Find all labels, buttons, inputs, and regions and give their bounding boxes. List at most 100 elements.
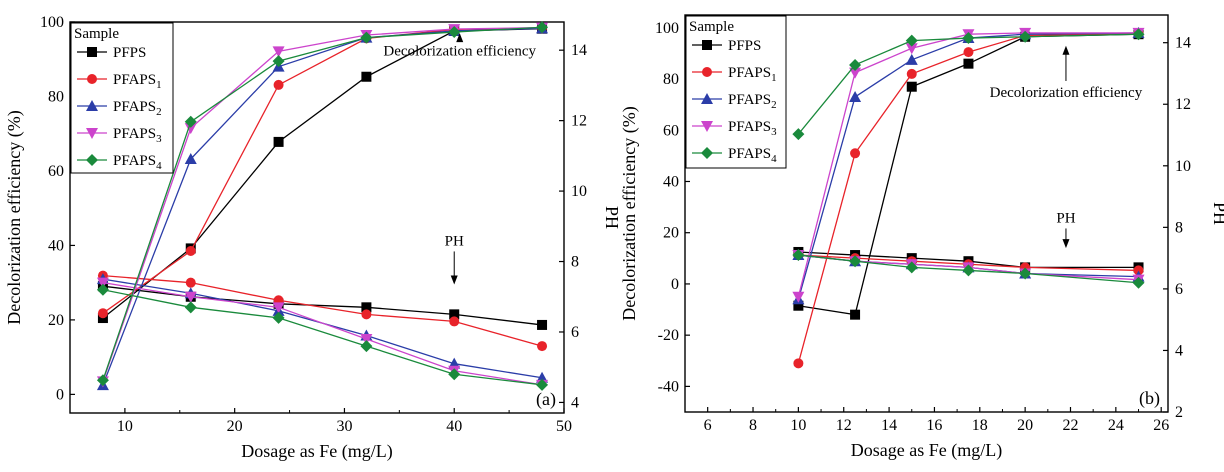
ph-point bbox=[360, 340, 373, 353]
legend-title: Sample bbox=[74, 26, 119, 42]
legend-swatch-marker bbox=[87, 74, 97, 84]
legend-series-name: PFAPS bbox=[113, 72, 156, 88]
y2-tick-label: 10 bbox=[571, 183, 587, 200]
legend-label: PFAPS2 bbox=[728, 92, 777, 111]
ph-point bbox=[1132, 276, 1145, 289]
legend-series-subscript: 1 bbox=[156, 79, 162, 91]
ph-point bbox=[449, 309, 460, 320]
legend-item: PFAPS2 bbox=[77, 99, 162, 118]
ph-point bbox=[962, 264, 975, 277]
legend-series-subscript: 3 bbox=[771, 126, 777, 138]
efficiency-line bbox=[797, 32, 1139, 300]
efficiency-point bbox=[906, 81, 917, 92]
x-tick-label: 24 bbox=[1108, 417, 1124, 434]
efficiency-point bbox=[272, 55, 285, 68]
ph-point bbox=[1019, 267, 1032, 280]
legend-label: PFAPS4 bbox=[113, 153, 162, 172]
y2-tick-label: 8 bbox=[1175, 219, 1183, 236]
legend-item: PFAPS3 bbox=[692, 119, 777, 138]
y2-axis-title: PH bbox=[602, 206, 622, 229]
legend-item: PFPS bbox=[77, 45, 146, 61]
ph-line bbox=[798, 254, 1139, 284]
y2-tick-label: 12 bbox=[1175, 96, 1191, 113]
efficiency-point bbox=[792, 128, 805, 141]
legend-series-name: PFPS bbox=[728, 38, 761, 54]
y-tick-label: 0 bbox=[671, 276, 679, 293]
legend-label: PFAPS3 bbox=[113, 126, 162, 145]
y2-tick-label: 14 bbox=[1175, 35, 1191, 52]
annotation-text: PH bbox=[1056, 210, 1075, 226]
annotation-arrow-head bbox=[450, 275, 458, 285]
legend-label: PFAPS3 bbox=[728, 119, 777, 138]
legend-series-name: PFPS bbox=[113, 45, 146, 61]
legend-label: PFPS bbox=[728, 38, 761, 54]
ph-point bbox=[185, 277, 196, 288]
y-tick-label: 0 bbox=[56, 386, 64, 403]
y2-tick-label: 6 bbox=[571, 324, 579, 341]
ph-point bbox=[184, 291, 197, 303]
efficiency-point bbox=[849, 90, 862, 102]
x-tick-label: 6 bbox=[704, 417, 712, 434]
x-tick-label: 14 bbox=[881, 417, 897, 434]
annotation: PH bbox=[445, 233, 464, 285]
annotation-arrow-head bbox=[456, 33, 464, 43]
legend-item: PFAPS1 bbox=[692, 65, 777, 84]
annotation-arrow-head bbox=[1062, 45, 1070, 55]
legend-series-subscript: 2 bbox=[156, 106, 162, 118]
legend-swatch-marker bbox=[86, 128, 98, 139]
legend-swatch-marker bbox=[87, 47, 97, 57]
series-pfaps1 bbox=[793, 28, 1144, 369]
ph-point bbox=[448, 368, 461, 381]
ph-point bbox=[792, 249, 805, 262]
y-tick-label: 60 bbox=[663, 122, 679, 139]
ph-point bbox=[449, 316, 460, 327]
ph-point bbox=[361, 302, 372, 313]
efficiency-line bbox=[797, 32, 1139, 364]
efficiency-point bbox=[1132, 28, 1145, 41]
efficiency-line bbox=[797, 33, 1139, 135]
annotation: PH bbox=[1056, 210, 1076, 249]
efficiency-point bbox=[905, 43, 918, 55]
x-tick-label: 20 bbox=[227, 418, 243, 435]
y-tick-label: -40 bbox=[658, 378, 679, 395]
x-axis-title: Dosage as Fe (mg/L) bbox=[851, 440, 1002, 461]
legend-swatch-marker bbox=[702, 67, 712, 77]
efficiency-point bbox=[849, 67, 862, 79]
efficiency-point bbox=[906, 68, 917, 79]
efficiency-point bbox=[793, 300, 804, 311]
legend-item: PFAPS4 bbox=[692, 146, 777, 165]
y-tick-label: 100 bbox=[655, 20, 679, 37]
efficiency-point bbox=[97, 308, 108, 319]
ph-point bbox=[1133, 265, 1144, 276]
y2-tick-label: 12 bbox=[571, 113, 587, 130]
efficiency-point bbox=[850, 309, 861, 320]
y-axis-title: Decolorization efficiency (%) bbox=[619, 106, 640, 321]
efficiency-point bbox=[792, 291, 805, 303]
efficiency-point bbox=[536, 21, 549, 34]
legend-series-subscript: 4 bbox=[156, 160, 162, 172]
ph-point bbox=[361, 309, 372, 320]
legend-series-name: PFAPS bbox=[728, 92, 771, 108]
x-tick-label: 40 bbox=[446, 418, 462, 435]
panel-label: (b) bbox=[1139, 388, 1160, 409]
ph-point bbox=[96, 277, 109, 289]
y-tick-label: -20 bbox=[658, 327, 679, 344]
y2-tick-label: 6 bbox=[1175, 281, 1183, 298]
legend-title: Sample bbox=[689, 19, 734, 35]
legend-swatch-marker bbox=[702, 40, 712, 50]
ph-point bbox=[905, 261, 918, 274]
efficiency-point bbox=[272, 46, 285, 58]
y2-tick-label: 10 bbox=[1175, 158, 1191, 175]
ph-line bbox=[798, 254, 1139, 272]
legend-item: PFAPS3 bbox=[77, 126, 162, 145]
legend-swatch-marker bbox=[701, 121, 713, 132]
legend-series-name: PFAPS bbox=[113, 153, 156, 169]
ph-line bbox=[102, 289, 543, 386]
ph-point bbox=[360, 334, 373, 346]
series-pfaps4 bbox=[792, 28, 1145, 289]
efficiency-point bbox=[185, 246, 196, 257]
plot-frame bbox=[69, 21, 565, 414]
legend-series-name: PFAPS bbox=[728, 65, 771, 81]
y-tick-label: 40 bbox=[663, 173, 679, 190]
